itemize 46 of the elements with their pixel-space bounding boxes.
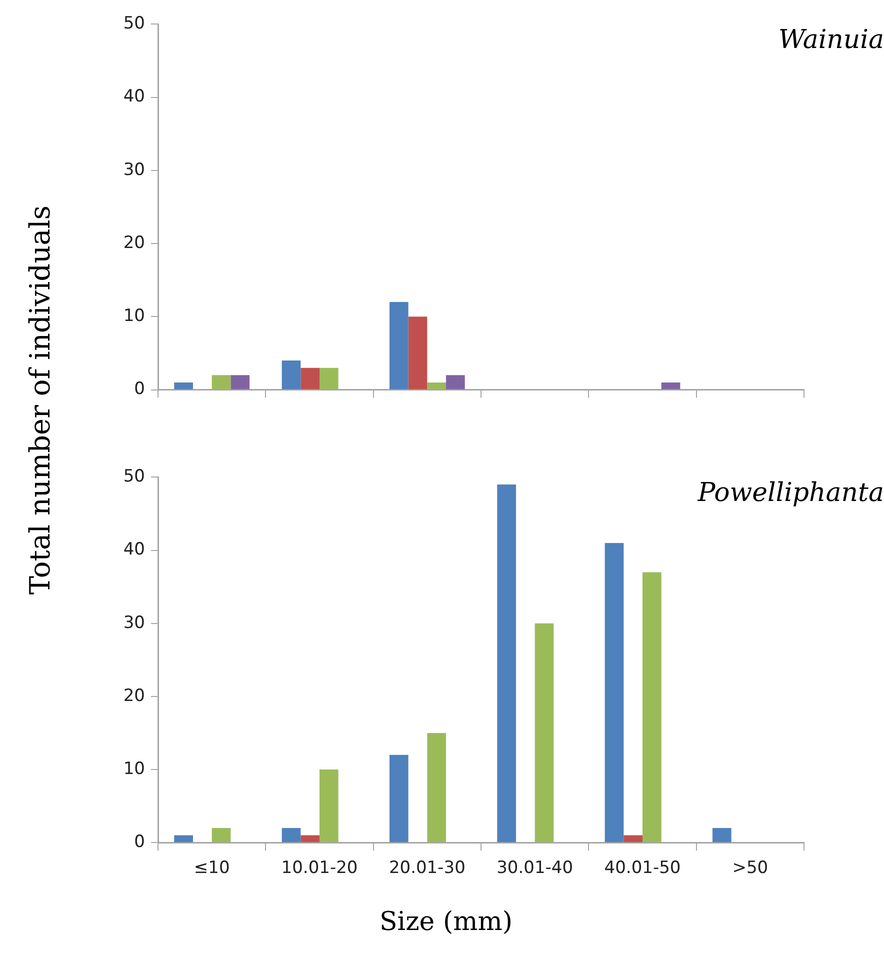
bar <box>230 375 250 390</box>
bar <box>282 828 301 842</box>
bar <box>712 828 732 842</box>
x-tick-label: 20.01-30 <box>388 858 466 878</box>
bar <box>427 732 446 842</box>
y-tick-label: 40 <box>123 86 145 107</box>
y-tick-label: 40 <box>123 540 145 560</box>
y-tick-label: 0 <box>134 832 145 852</box>
bar <box>604 542 624 842</box>
y-tick-label: 50 <box>123 466 145 487</box>
y-tick-label: 30 <box>123 160 145 180</box>
bar <box>174 835 193 842</box>
x-tick-label: >50 <box>732 858 768 878</box>
y-axis-title: Total number of individuals <box>24 205 56 595</box>
bar <box>300 835 320 842</box>
bar <box>389 754 408 842</box>
bar <box>320 770 338 842</box>
y-tick-label: 20 <box>123 232 145 253</box>
bar <box>320 368 338 390</box>
x-tick-label: 30.01-40 <box>496 858 574 878</box>
x-tick-label: ≤10 <box>194 858 230 878</box>
x-tick-label: 40.01-50 <box>604 858 681 878</box>
bar <box>389 302 408 390</box>
y-tick-label: 20 <box>123 686 145 706</box>
bar <box>534 623 554 842</box>
x-tick-label: 10.01-20 <box>281 858 358 878</box>
bar <box>212 828 231 842</box>
bar <box>300 368 320 390</box>
bar <box>497 484 516 842</box>
annotation: Powelliphanta <box>696 478 884 508</box>
y-tick-label: 10 <box>123 306 145 326</box>
bar <box>446 375 465 390</box>
y-tick-label: 30 <box>123 612 145 633</box>
bar <box>624 835 642 842</box>
bar <box>661 382 680 390</box>
bar <box>642 572 662 842</box>
bar <box>408 316 428 390</box>
bar <box>212 375 231 390</box>
bar <box>282 360 301 390</box>
annotation: Wainuia <box>778 24 884 55</box>
bar <box>427 382 446 390</box>
x-axis-title: Size (mm) <box>379 907 513 937</box>
y-tick-label: 10 <box>123 758 145 779</box>
y-tick-label: 50 <box>123 14 145 34</box>
y-tick-label: 0 <box>134 379 145 400</box>
bar <box>174 382 193 390</box>
